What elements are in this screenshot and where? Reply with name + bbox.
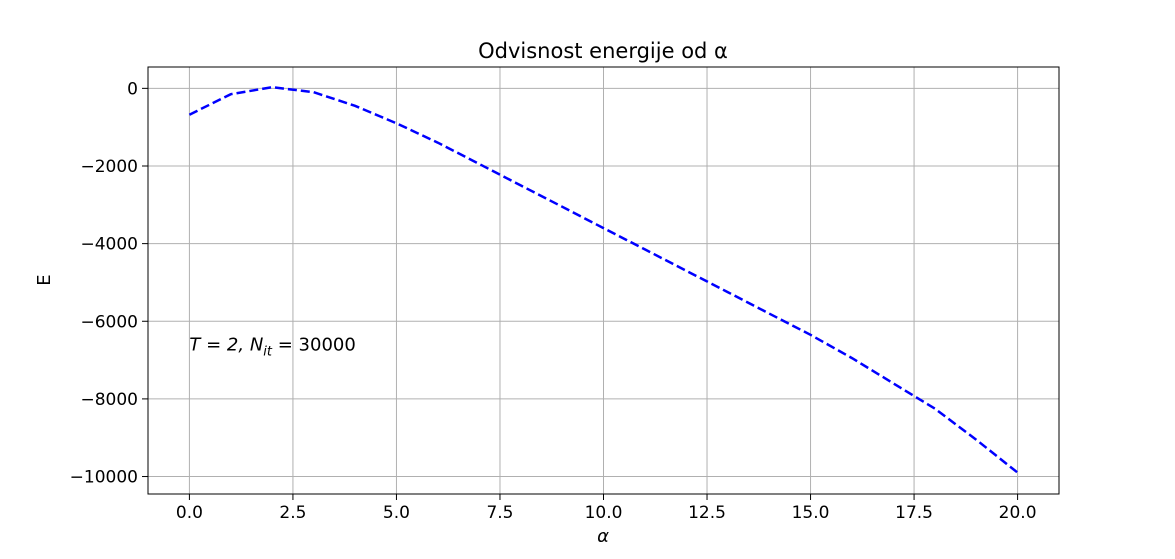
- series-line: [188, 85, 1019, 474]
- x-tick-label: 15.0: [792, 503, 830, 523]
- y-tick-label: −2000: [80, 157, 138, 177]
- ticks: 0.0 2.5 5.0 7.5 10.0 12.5 15.0 17.5 20.0 0 −2000 −4…: [70, 79, 1037, 523]
- x-tick-label: 5.0: [383, 503, 410, 523]
- annotation-n: N: [250, 334, 263, 355]
- y-tick-label: −6000: [80, 312, 138, 332]
- x-tick-label: 2.5: [279, 503, 306, 523]
- x-tick-label: 12.5: [688, 503, 726, 523]
- x-tick-label: 0.0: [176, 503, 203, 523]
- y-tick-label: −8000: [80, 390, 138, 410]
- y-axis-title: E: [34, 274, 55, 285]
- x-tick-label: 20.0: [999, 503, 1037, 523]
- series-layer: [188, 85, 1019, 474]
- x-tick-label: 7.5: [486, 503, 513, 523]
- annotation-value: = 30000: [272, 334, 356, 355]
- y-tick-label: −4000: [80, 235, 138, 255]
- annotation-t: T = 2,: [189, 334, 249, 355]
- y-tick-label: 0: [127, 79, 138, 99]
- annotation-subscript: it: [263, 344, 273, 359]
- x-axis-title: α: [597, 526, 609, 547]
- grid: [148, 67, 1059, 494]
- parameters-annotation: T = 2, Nit = 30000: [189, 334, 355, 359]
- x-tick-label: 17.5: [895, 503, 933, 523]
- y-tick-label: −10000: [70, 468, 138, 488]
- x-tick-label: 10.0: [585, 503, 623, 523]
- chart-title: Odvisnost energije od α: [478, 39, 728, 63]
